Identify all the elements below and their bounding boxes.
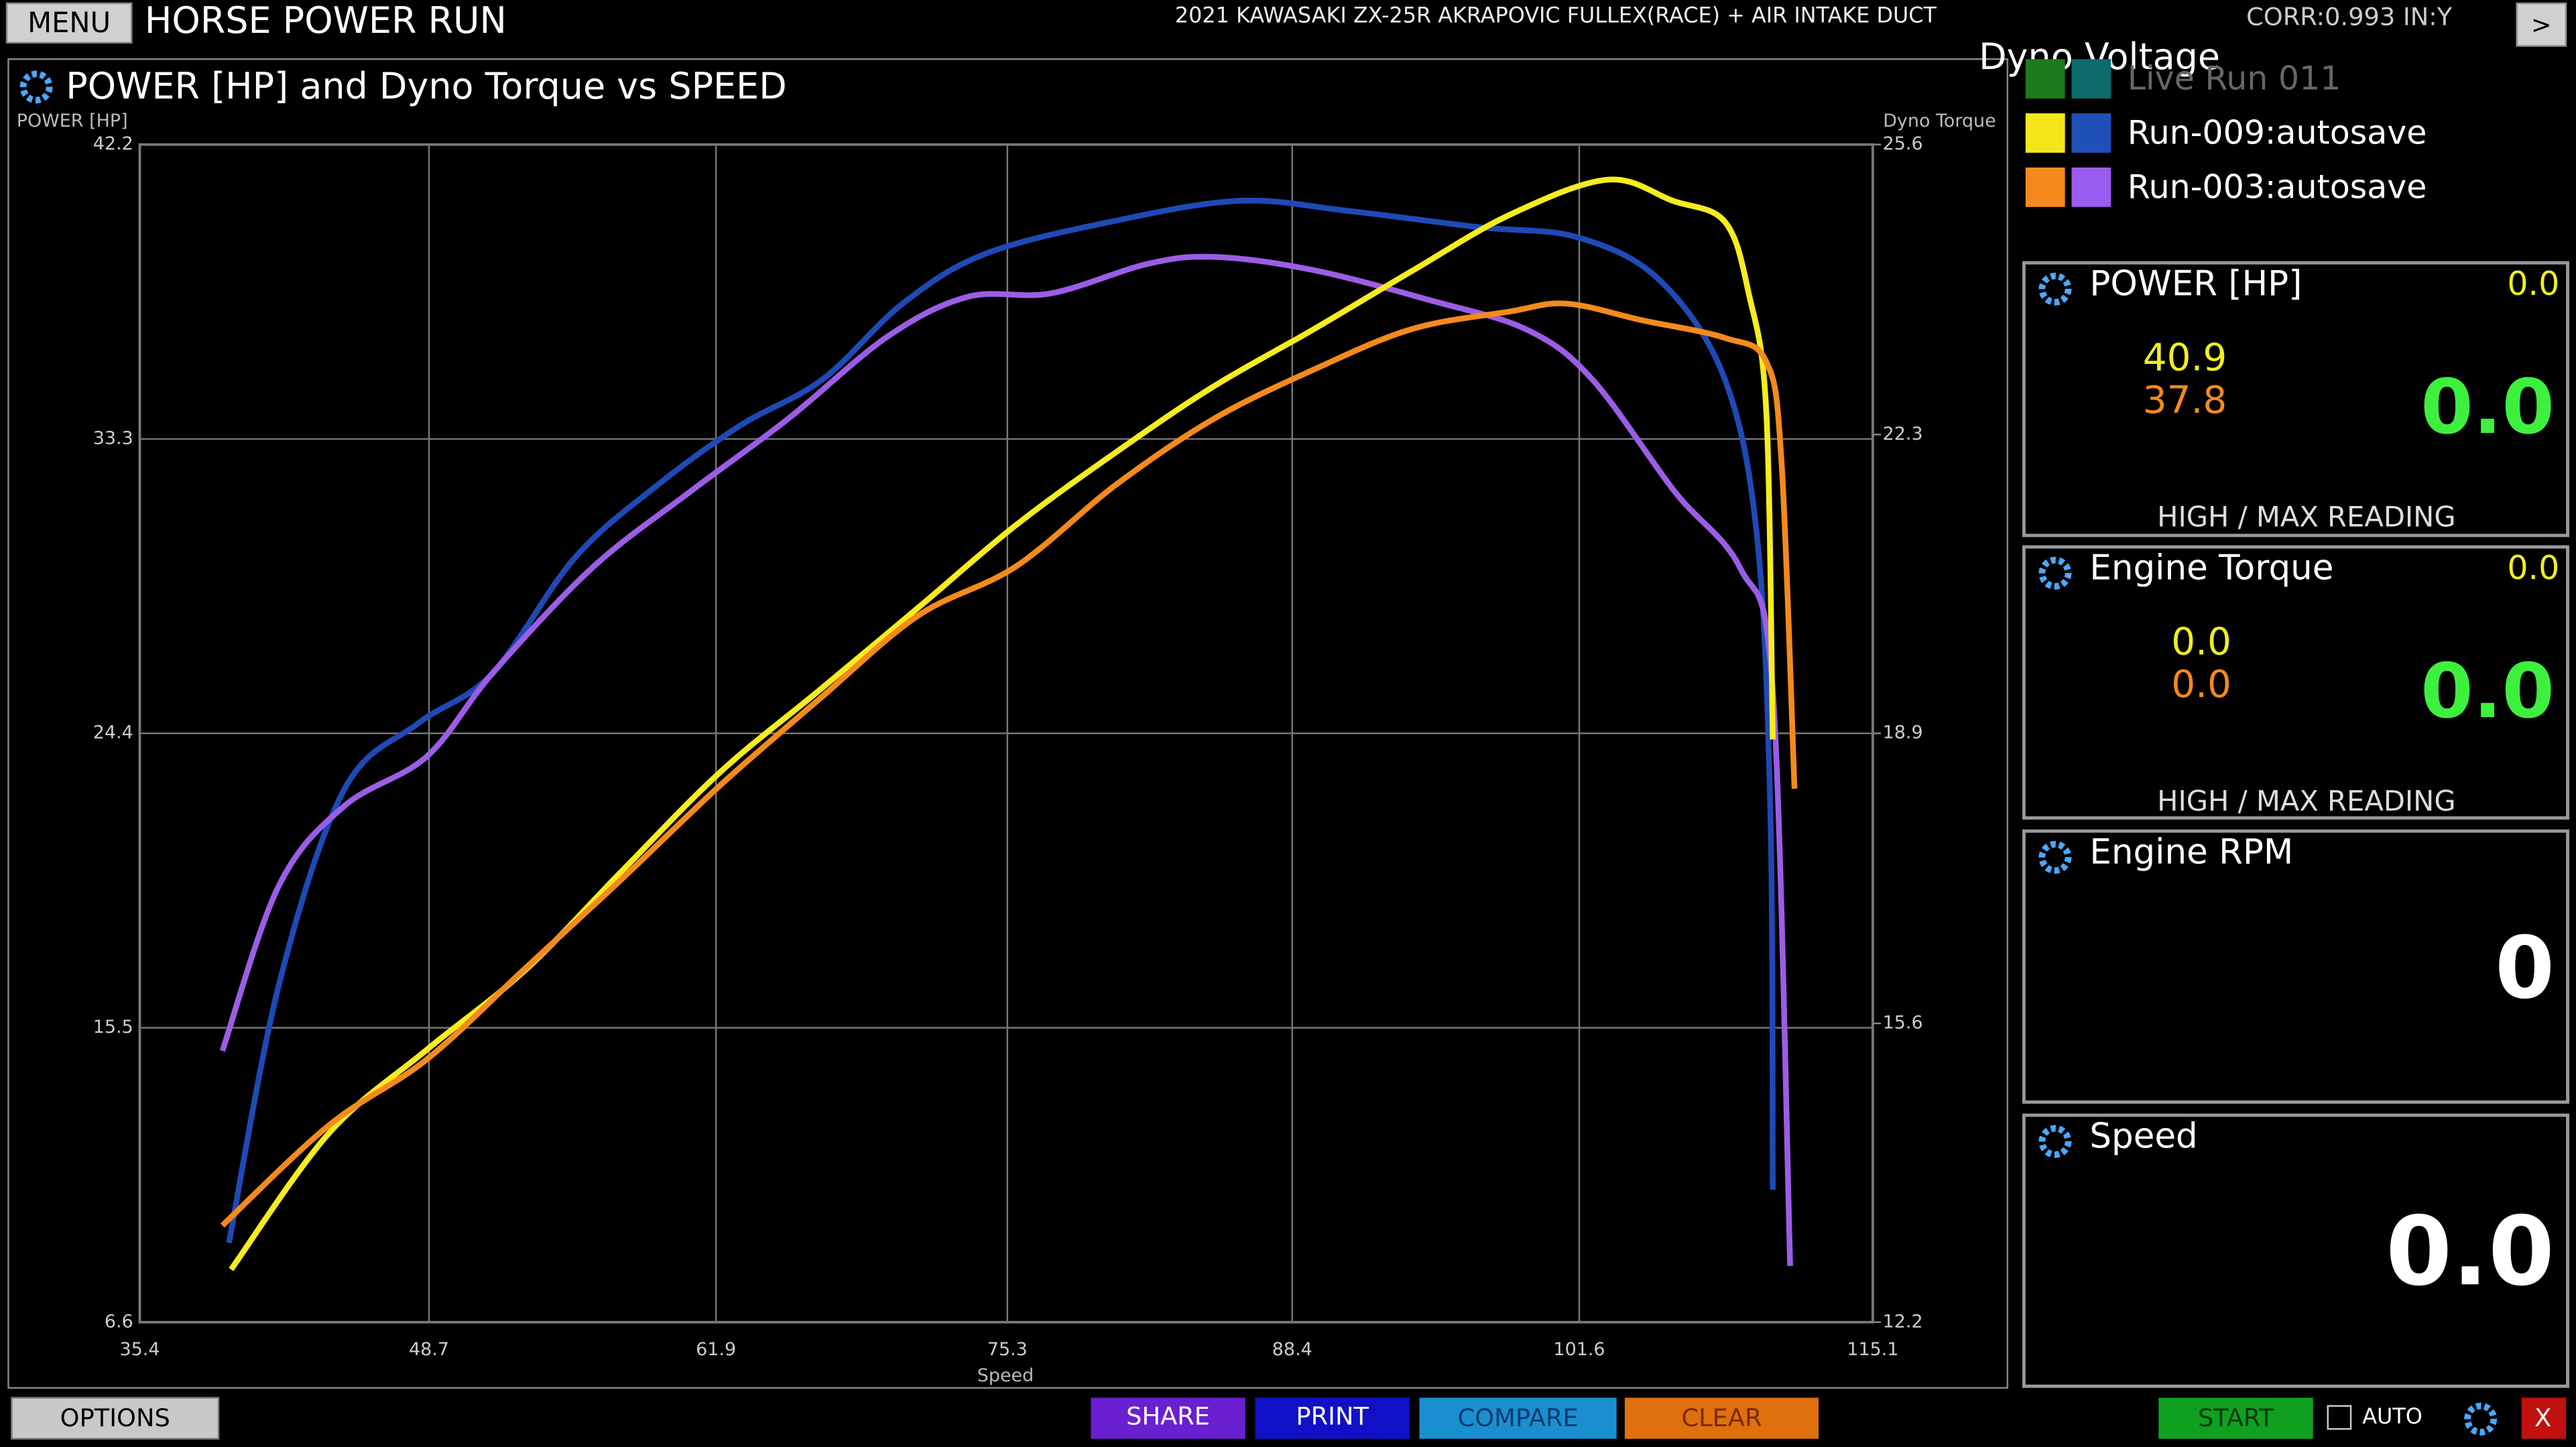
y2-axis-label: Dyno Torque xyxy=(1883,111,1996,131)
panel-frame xyxy=(2022,829,2569,1104)
legend-swatch xyxy=(2071,113,2111,153)
options-label[interactable]: OPTIONS xyxy=(60,1403,170,1432)
start-button[interactable] xyxy=(2158,1397,2313,1439)
legend-label: Run-009:autosave xyxy=(2128,113,2427,151)
x-tick-label: 88.4 xyxy=(1272,1339,1312,1360)
y-tick-label: 6.6 xyxy=(105,1311,133,1332)
menu-label[interactable]: MENU xyxy=(27,6,111,39)
series-line xyxy=(219,253,1793,1266)
y-axis-label: POWER [HP] xyxy=(17,111,128,131)
panel-low: 0.0 xyxy=(2171,663,2231,706)
panel-footer: HIGH / MAX READING xyxy=(2157,500,2456,533)
panel-value: 0.0 xyxy=(2386,1196,2555,1307)
compare-label[interactable]: COMPARE xyxy=(1458,1403,1579,1432)
clear-label[interactable]: CLEAR xyxy=(1681,1403,1762,1432)
app-title: HORSE POWER RUN xyxy=(145,0,507,42)
print-label[interactable]: PRINT xyxy=(1296,1401,1369,1430)
close-label[interactable]: X xyxy=(2534,1403,2551,1432)
vehicle: 2021 KAWASAKI ZX-25R AKRAPOVIC FULLEX(RA… xyxy=(1175,3,1937,28)
x-tick-label: 101.6 xyxy=(1553,1339,1605,1360)
panel-title: Speed xyxy=(2089,1116,2197,1156)
y2-tick-label: 25.6 xyxy=(1883,133,1923,154)
series-line xyxy=(226,197,1776,1244)
legend-swatch xyxy=(2071,167,2111,207)
rpm-panel: Engine RPM 0 xyxy=(2022,829,2569,1104)
next-label[interactable]: > xyxy=(2531,11,2552,40)
menu-button[interactable] xyxy=(5,2,133,44)
torque-panel: Engine Torque 0.0 0.0 0.0 0.0 HIGH / MAX… xyxy=(2022,545,2569,820)
x-tick-label: 48.7 xyxy=(409,1339,449,1360)
gear-icon[interactable] xyxy=(2038,1125,2072,1158)
chart-title: POWER [HP] and Dyno Torque vs SPEED xyxy=(66,65,787,107)
panel-high: 40.9 xyxy=(2143,336,2227,379)
legend-swatch xyxy=(2025,167,2065,207)
panel-frame xyxy=(2022,545,2569,820)
y2-tick-label: 15.6 xyxy=(1883,1012,1923,1033)
panel-title: Engine Torque xyxy=(2089,548,2333,588)
panel-value: 0.0 xyxy=(2420,363,2555,451)
settings-icon[interactable] xyxy=(2464,1402,2498,1436)
series-line xyxy=(220,300,1798,1228)
legend-swatch xyxy=(2071,59,2111,99)
corr: CORR:0.993 IN:Y xyxy=(2246,2,2453,31)
power-panel: POWER [HP] 0.0 40.9 37.8 0.0 HIGH / MAX … xyxy=(2022,261,2569,538)
panel-frame xyxy=(2022,261,2569,538)
share-label[interactable]: SHARE xyxy=(1126,1401,1210,1430)
plot: 6.6 15.5 24.4 33.3 42.2 12.2 15.6 18.9 22.3 25.6 3… xyxy=(93,133,1923,1360)
auto-checkbox[interactable] xyxy=(2327,1405,2352,1430)
chart-frame xyxy=(7,58,2009,1389)
panel-title: POWER [HP] xyxy=(2089,263,2302,304)
legend-swatch xyxy=(2025,59,2065,99)
clear-button[interactable] xyxy=(1624,1397,1819,1439)
panel-frame xyxy=(2022,1113,2569,1388)
legend-label: Live Run 011 xyxy=(2128,60,2341,98)
panel-high: 0.0 xyxy=(2171,620,2231,664)
y-tick-label: 42.2 xyxy=(93,133,133,154)
panel-value: 0 xyxy=(2495,919,2555,1018)
y2-tick-label: 22.3 xyxy=(1883,424,1923,444)
panel-corner: 0.0 xyxy=(2507,549,2559,587)
x-axis-label: Speed xyxy=(977,1365,1034,1386)
legend: Live Run 011 Run-009:autosave Run-003:auto… xyxy=(2025,59,2427,207)
x-tick-label: 75.3 xyxy=(987,1339,1028,1360)
next-button[interactable] xyxy=(2516,2,2567,47)
panel-corner: 0.0 xyxy=(2507,265,2559,303)
auto-label[interactable]: AUTO xyxy=(2362,1403,2422,1429)
panel-title: Engine RPM xyxy=(2089,832,2293,872)
speed-panel: Speed 0.0 xyxy=(2022,1113,2569,1388)
x-tick-label: 115.1 xyxy=(1847,1339,1898,1360)
legend-swatch xyxy=(2025,113,2065,153)
y2-tick-label: 12.2 xyxy=(1883,1311,1923,1332)
gear-icon[interactable] xyxy=(2038,556,2072,590)
gear-icon[interactable] xyxy=(19,70,53,104)
y-tick-label: 33.3 xyxy=(93,428,133,448)
print-button[interactable] xyxy=(1255,1397,1410,1439)
y-tick-label: 15.5 xyxy=(93,1017,133,1037)
y-tick-label: 24.4 xyxy=(93,722,133,743)
legend-label: Run-003:autosave xyxy=(2128,168,2427,206)
panel-value: 0.0 xyxy=(2420,647,2555,735)
close-button[interactable] xyxy=(2521,1397,2567,1439)
compare-button[interactable] xyxy=(1419,1397,1617,1439)
gear-icon[interactable] xyxy=(2038,272,2072,306)
x-tick-label: 61.9 xyxy=(696,1339,736,1360)
share-button[interactable] xyxy=(1091,1397,1245,1439)
gear-icon[interactable] xyxy=(2038,840,2072,874)
panel-footer: HIGH / MAX READING xyxy=(2157,784,2456,817)
options-button[interactable] xyxy=(11,1397,220,1440)
panel-low: 37.8 xyxy=(2143,379,2227,422)
start-label[interactable]: START xyxy=(2198,1403,2274,1432)
y2-tick-label: 18.9 xyxy=(1883,722,1923,743)
x-tick-label: 35.4 xyxy=(120,1339,160,1360)
